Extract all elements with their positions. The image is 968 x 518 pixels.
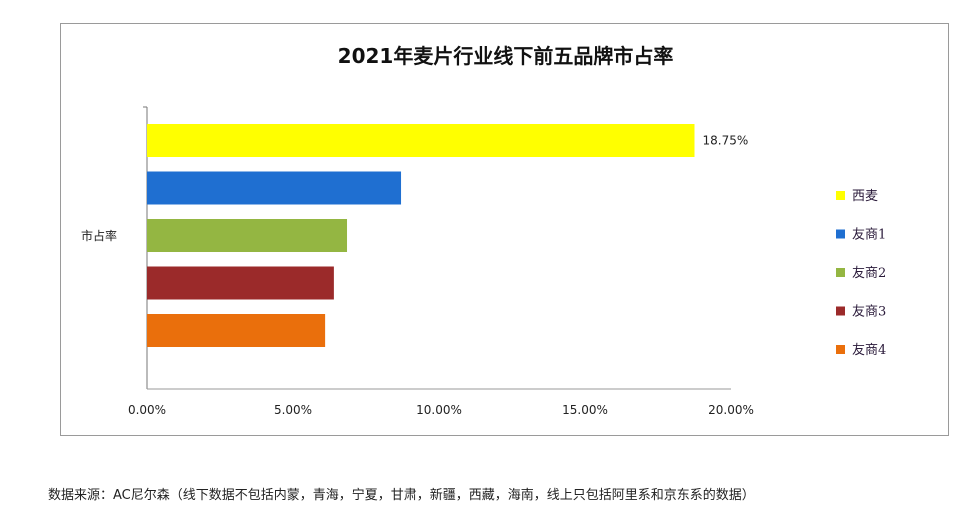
legend-label: 友商4	[852, 342, 886, 358]
legend-label: 西麦	[852, 189, 878, 204]
bar-chart: 0.00% 5.00% 10.00% 15.00% 20.00% 市占率 18.75% 西麦友…	[81, 106, 886, 417]
legend-label: 友商3	[852, 304, 886, 320]
x-tick-label: 20.00%	[708, 403, 754, 417]
x-tick-label: 15.00%	[562, 403, 608, 417]
legend-label: 友商2	[852, 265, 886, 281]
x-tick-label: 10.00%	[416, 403, 462, 417]
data-source-note: 数据来源：AC尼尔森（线下数据不包括内蒙，青海，宁夏，甘肃，新疆，西藏，海南，线…	[48, 488, 755, 503]
legend-swatch	[836, 306, 845, 316]
chart-title: 2021年麦片行业线下前五品牌市占率	[337, 44, 674, 68]
bar-友商1	[147, 171, 402, 205]
legend-swatch	[836, 191, 845, 200]
legend-swatch	[836, 345, 845, 354]
chart-frame: 2021年麦片行业线下前五品牌市占率 0.00% 5.00% 10.00% 15.00…	[60, 23, 949, 436]
bar-友商3	[147, 266, 334, 300]
data-label: 18.75%	[703, 134, 749, 148]
x-tick-label: 0.00%	[128, 403, 166, 417]
bar-友商2	[147, 219, 348, 252]
bar-西麦	[147, 124, 695, 157]
legend-swatch	[836, 268, 845, 277]
legend-label: 友商1	[852, 227, 886, 243]
x-tick-label: 5.00%	[274, 403, 312, 417]
bar-友商4	[147, 314, 326, 347]
legend-swatch	[836, 229, 845, 239]
y-axis-label: 市占率	[81, 228, 117, 243]
